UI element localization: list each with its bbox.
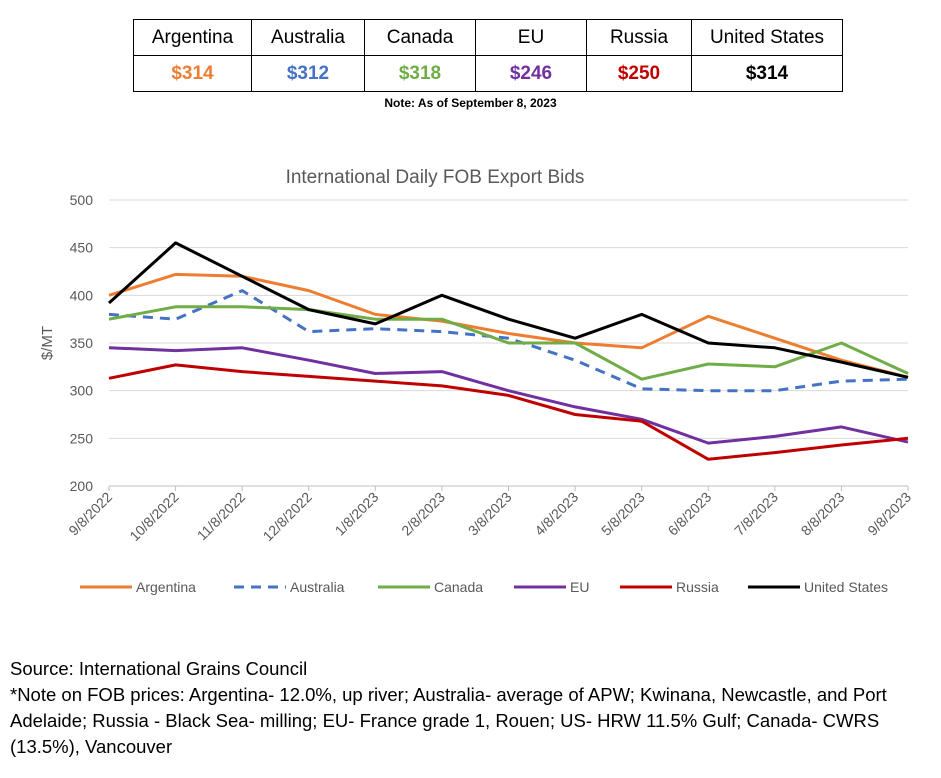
fob-note-text: *Note on FOB prices: Argentina- 12.0%, u… xyxy=(10,684,887,757)
y-tick-label: 450 xyxy=(70,240,94,256)
series-line-russia xyxy=(108,363,909,461)
x-tick-label: 11/8/2022 xyxy=(194,489,249,544)
price-summary-table: Argentina Australia Canada EU Russia Uni… xyxy=(133,19,843,92)
y-tick-label: 500 xyxy=(70,192,94,208)
y-tick-label: 350 xyxy=(70,335,94,351)
legend-label: Russia xyxy=(676,579,719,595)
x-tick-label: 4/8/2023 xyxy=(531,489,581,539)
table-value-row: $314 $312 $318 $246 $250 $314 xyxy=(133,55,843,92)
table-header-row: Argentina Australia Canada EU Russia Uni… xyxy=(133,19,843,56)
y-tick-label: 400 xyxy=(70,287,94,303)
value-argentina: $314 xyxy=(133,55,252,92)
x-tick-label: 1/8/2023 xyxy=(332,489,382,539)
header-australia: Australia xyxy=(251,19,365,56)
y-tick-label: 200 xyxy=(70,478,94,494)
header-united-states: United States xyxy=(691,19,843,56)
x-tick-label: 6/8/2023 xyxy=(665,489,715,539)
x-tick-label: 8/8/2023 xyxy=(798,489,848,539)
x-tick-label: 9/8/2023 xyxy=(864,489,914,539)
series-line-canada xyxy=(108,305,909,381)
value-australia: $312 xyxy=(251,55,365,92)
source-text: Source: International Grains Council xyxy=(10,658,308,679)
legend-label: United States xyxy=(804,579,888,595)
legend-label: EU xyxy=(570,579,589,595)
as-of-note: Note: As of September 8, 2023 xyxy=(384,96,557,110)
x-tick-label: 2/8/2023 xyxy=(398,489,448,539)
x-tick-label: 10/8/2022 xyxy=(126,489,182,545)
x-tick-label: 5/8/2023 xyxy=(598,489,648,539)
y-tick-label: 300 xyxy=(70,383,94,399)
value-russia: $250 xyxy=(586,55,692,92)
legend-label: Australia xyxy=(290,579,345,595)
legend-label: Argentina xyxy=(136,579,196,595)
x-tick-label: 12/8/2022 xyxy=(260,489,316,545)
value-canada: $318 xyxy=(364,55,476,92)
value-united-states: $314 xyxy=(691,55,843,92)
x-tick-label: 3/8/2023 xyxy=(465,489,515,539)
legend-label: Canada xyxy=(434,579,483,595)
header-eu: EU xyxy=(475,19,587,56)
fob-export-bids-chart: International Daily FOB Export Bids 200 25… xyxy=(39,167,914,595)
series-line-united-states xyxy=(107,241,909,379)
header-canada: Canada xyxy=(364,19,476,56)
x-tick-label: 7/8/2023 xyxy=(731,489,781,539)
y-axis-label: $/MT xyxy=(39,326,56,360)
value-eu: $246 xyxy=(475,55,587,92)
chart-title: International Daily FOB Export Bids xyxy=(286,167,585,188)
header-russia: Russia xyxy=(586,19,692,56)
y-tick-label: 250 xyxy=(70,430,94,446)
series-line-australia xyxy=(108,289,909,393)
footer: Source: International Grains Council *No… xyxy=(10,656,935,760)
series-line-eu xyxy=(108,346,909,445)
header-argentina: Argentina xyxy=(133,19,252,56)
x-tick-label: 9/8/2022 xyxy=(65,489,115,539)
